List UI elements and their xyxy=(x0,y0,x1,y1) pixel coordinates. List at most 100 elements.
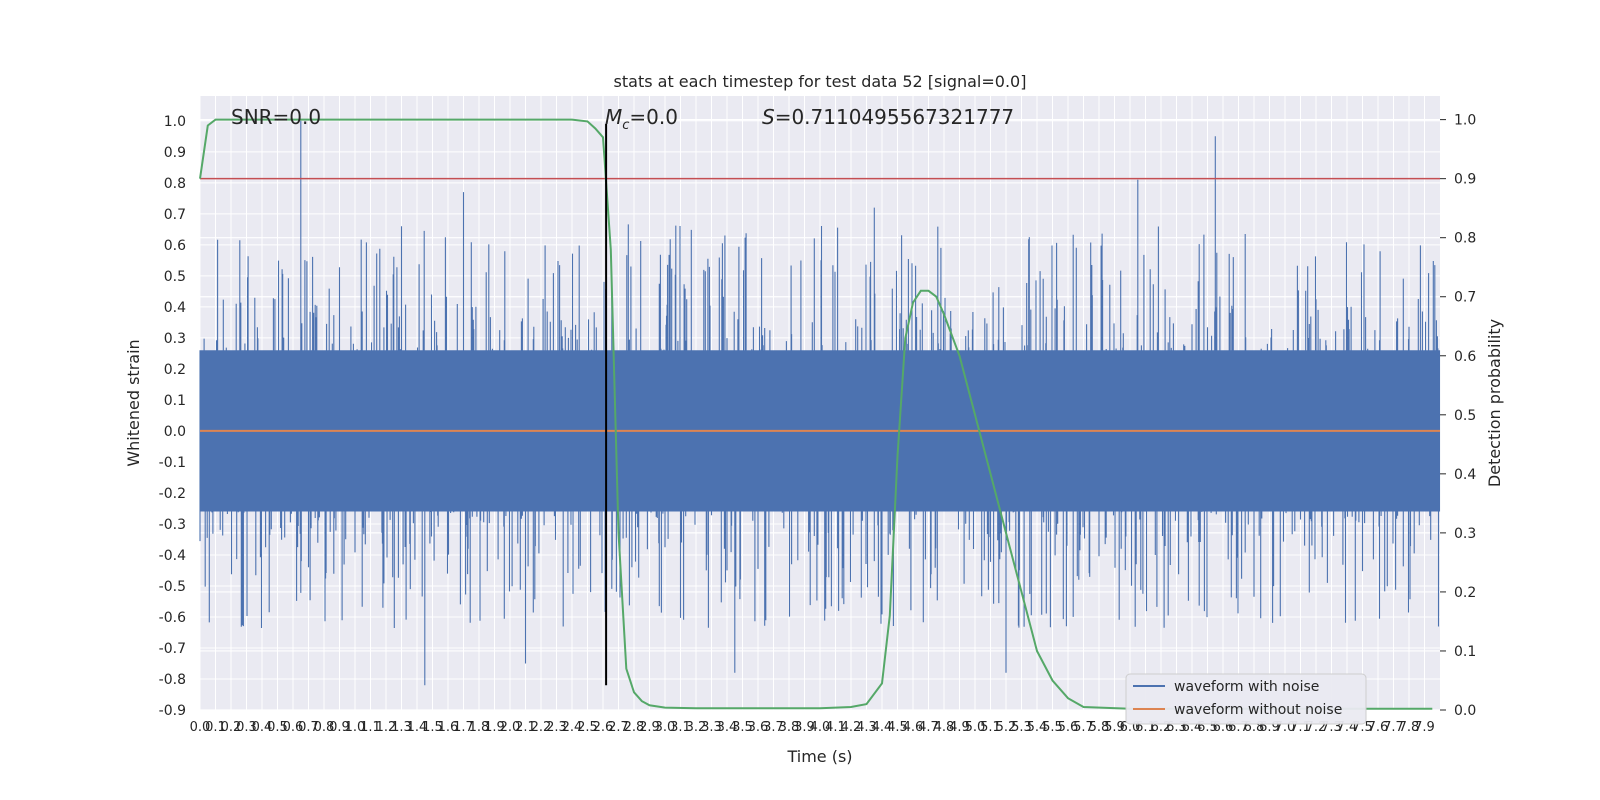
x-tick-label: 3.9 xyxy=(794,720,815,735)
annotation-mc-subscript: c xyxy=(622,118,629,133)
x-tick-label: 0.5 xyxy=(267,720,288,735)
x-tick-label: 1.3 xyxy=(391,720,412,735)
annotation-mc: Mc=0.0 xyxy=(605,105,678,133)
x-tick-label: 4.1 xyxy=(825,720,846,735)
x-tick-label: 1.9 xyxy=(484,720,505,735)
legend-label-clean: waveform without noise xyxy=(1174,702,1342,718)
x-tick-label: 5.7 xyxy=(1073,720,1094,735)
y-tick-label-left: -0.5 xyxy=(159,579,186,595)
y-tick-label-left: 0.3 xyxy=(164,331,186,347)
x-tick-label: 1.6 xyxy=(438,720,459,735)
legend-box xyxy=(1125,673,1367,725)
x-tick-label: 3.4 xyxy=(717,720,738,735)
x-tick-label: 2.6 xyxy=(593,720,614,735)
x-tick-label: 3.2 xyxy=(686,720,707,735)
y-tick-label-left: 0.5 xyxy=(164,269,186,285)
y-tick-label-left: -0.4 xyxy=(159,548,186,564)
legend-label-noise: waveform with noise xyxy=(1174,679,1319,695)
y-tick-label-left: 0.4 xyxy=(164,300,186,316)
x-tick-label: 4.7 xyxy=(918,720,939,735)
x-tick-label: 7.7 xyxy=(1383,720,1404,735)
y-tick-label-left: -0.2 xyxy=(159,486,186,502)
x-tick-label: 2.4 xyxy=(562,720,583,735)
x-tick-label: 7.6 xyxy=(1368,720,1389,735)
x-tick-label: 4.2 xyxy=(841,720,862,735)
y-tick-label-right: 1.0 xyxy=(1454,113,1476,129)
y-tick-label-left: 1.0 xyxy=(164,114,186,130)
x-tick-label: 7.9 xyxy=(1414,720,1435,735)
x-tick-label: 2.9 xyxy=(639,720,660,735)
y-tick-label-left: 0.2 xyxy=(164,362,186,378)
y-tick-label-right: 0.7 xyxy=(1454,290,1476,306)
x-tick-label: 3.3 xyxy=(701,720,722,735)
x-tick-label: 1.7 xyxy=(453,720,474,735)
y-tick-label-right: 0.2 xyxy=(1454,585,1476,601)
annotation-snr: SNR=0.0 xyxy=(231,105,321,129)
annotation-s-symbol: S xyxy=(762,105,775,129)
x-tick-label: 0.3 xyxy=(236,720,257,735)
y-tick-label-left: -0.6 xyxy=(159,610,186,626)
x-tick-label: 0.1 xyxy=(205,720,226,735)
y-tick-label-left: 0.8 xyxy=(164,176,186,192)
x-tick-label: 3.5 xyxy=(732,720,753,735)
x-tick-label: 0.9 xyxy=(329,720,350,735)
x-tick-label: 2.8 xyxy=(624,720,645,735)
y-ticks-right: 0.0 0.1 0.2 0.3 0.4 0.5 0.6 0.7 0.8 0.9 1.0 xyxy=(1440,113,1476,719)
y-tick-label-right: 0.0 xyxy=(1454,703,1476,719)
x-tick-label: 5.1 xyxy=(980,720,1001,735)
x-tick-label: 0.4 xyxy=(252,720,273,735)
y-tick-label-left: -0.3 xyxy=(159,517,186,533)
x-tick-label: 2.0 xyxy=(500,720,521,735)
x-tick-label: 4.8 xyxy=(934,720,955,735)
annotation-s: S=0.7110495567321777 xyxy=(762,105,1014,129)
y-tick-label-right: 0.4 xyxy=(1454,467,1476,483)
x-tick-label: 0.6 xyxy=(283,720,304,735)
y-tick-label-left: 0.9 xyxy=(164,145,186,161)
x-tick-label: 2.2 xyxy=(531,720,552,735)
x-tick-label: 5.0 xyxy=(965,720,986,735)
x-tick-label: 1.8 xyxy=(469,720,490,735)
x-tick-label: 1.5 xyxy=(422,720,443,735)
x-tick-label: 5.6 xyxy=(1058,720,1079,735)
y-tick-label-left: -0.8 xyxy=(159,672,186,688)
x-tick-label: 0.0 xyxy=(190,720,211,735)
y-tick-label-right: 0.9 xyxy=(1454,172,1476,188)
x-tick-label: 5.2 xyxy=(996,720,1017,735)
x-tick-label: 3.0 xyxy=(655,720,676,735)
y-tick-label-right: 0.1 xyxy=(1454,644,1476,660)
x-tick-label: 1.2 xyxy=(376,720,397,735)
x-tick-label: 0.8 xyxy=(314,720,335,735)
x-tick-label: 2.5 xyxy=(577,720,598,735)
x-tick-label: 1.0 xyxy=(345,720,366,735)
y-tick-label-left: -0.9 xyxy=(159,703,186,719)
y-tick-label-left: 0.1 xyxy=(164,393,186,409)
y-tick-label-right: 0.3 xyxy=(1454,526,1476,542)
x-tick-label: 4.5 xyxy=(887,720,908,735)
chart-title: stats at each timestep for test data 52 … xyxy=(614,72,1027,91)
x-tick-label: 3.7 xyxy=(763,720,784,735)
legend: waveform with noise waveform without noi… xyxy=(1125,673,1367,725)
x-axis-label: Time (s) xyxy=(786,747,852,766)
x-tick-label: 1.1 xyxy=(360,720,381,735)
y-tick-label-right: 0.6 xyxy=(1454,349,1476,365)
x-tick-label: 4.4 xyxy=(872,720,893,735)
x-tick-label: 3.8 xyxy=(779,720,800,735)
annotation-s-value: =0.7110495567321777 xyxy=(775,105,1014,129)
x-tick-label: 2.1 xyxy=(515,720,536,735)
x-tick-label: 2.7 xyxy=(608,720,629,735)
x-tick-label: 3.1 xyxy=(670,720,691,735)
y-tick-label-right: 0.8 xyxy=(1454,231,1476,247)
x-tick-label: 0.7 xyxy=(298,720,319,735)
x-tick-label: 4.6 xyxy=(903,720,924,735)
x-tick-label: 4.3 xyxy=(856,720,877,735)
annotation-mc-value: =0.0 xyxy=(629,105,678,129)
y-tick-label-left: -0.7 xyxy=(159,641,186,657)
x-tick-label: 5.8 xyxy=(1089,720,1110,735)
annotation-mc-symbol: M xyxy=(605,105,622,129)
x-tick-label: 2.3 xyxy=(546,720,567,735)
y-ticks-left: -0.9 -0.8 -0.7 -0.6 -0.5 -0.4 -0.3 -0.2 -0.1 0.0 0… xyxy=(159,114,186,719)
x-tick-label: 4.0 xyxy=(810,720,831,735)
series-detection-probability xyxy=(199,118,1433,710)
x-tick-label: 7.8 xyxy=(1399,720,1420,735)
